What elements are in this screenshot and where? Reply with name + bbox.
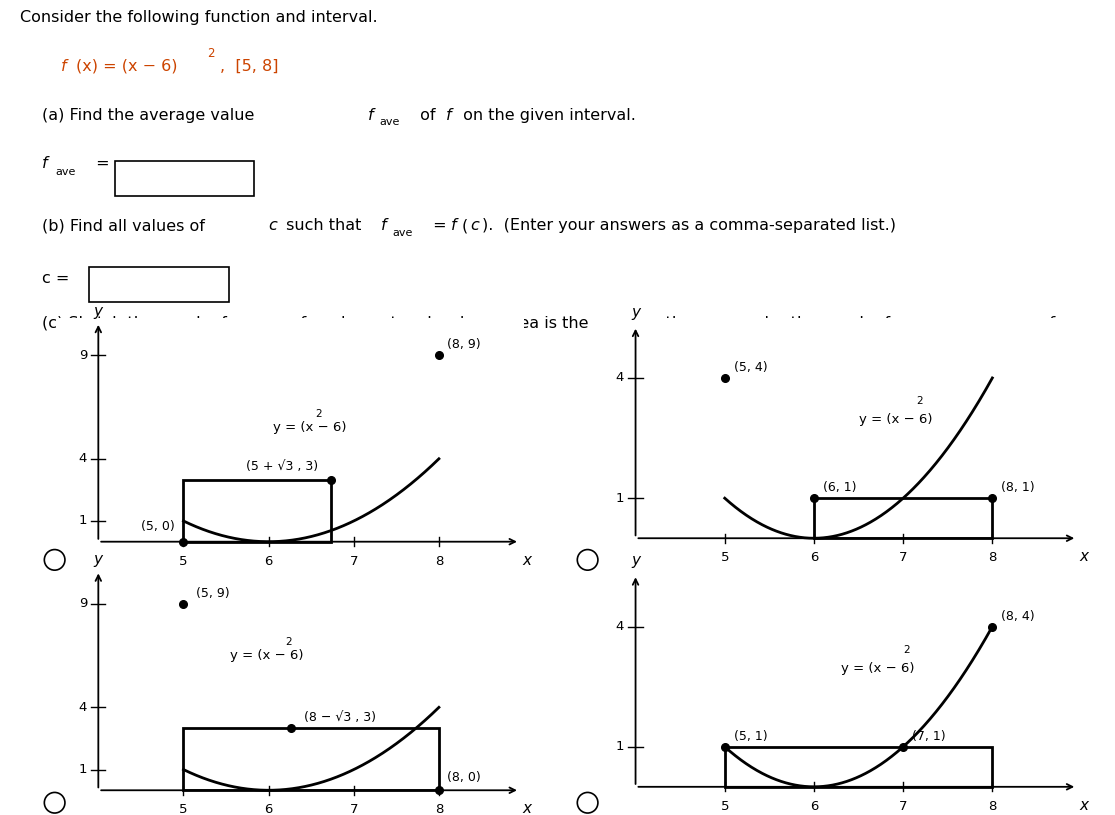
Text: (5, 1): (5, 1) (734, 729, 767, 742)
Text: 2: 2 (316, 409, 322, 420)
Text: y: y (94, 553, 103, 567)
Text: f: f (42, 156, 48, 171)
Text: 1: 1 (78, 763, 87, 776)
Text: (x) = (x − 6): (x) = (x − 6) (76, 59, 177, 73)
Text: (8, 4): (8, 4) (1001, 610, 1035, 623)
Text: y = (x − 6): y = (x − 6) (273, 421, 347, 434)
Text: c: c (269, 218, 278, 233)
Text: x: x (1079, 798, 1088, 813)
Text: and a rectangle whose area is the same as the area under the graph of: and a rectangle whose area is the same a… (310, 316, 895, 331)
Text: 9: 9 (79, 597, 87, 610)
Text: f: f (299, 316, 304, 331)
Text: (5, 9): (5, 9) (196, 587, 230, 600)
Text: .: . (1059, 316, 1065, 331)
Text: y = (x − 6): y = (x − 6) (841, 662, 914, 675)
Text: (8, 1): (8, 1) (1001, 481, 1035, 494)
Text: y = (x − 6): y = (x − 6) (231, 649, 303, 662)
Text: y = (x − 6): y = (x − 6) (859, 413, 932, 426)
Text: (5 + √3 , 3): (5 + √3 , 3) (246, 460, 318, 474)
Text: 8: 8 (988, 552, 997, 565)
FancyBboxPatch shape (115, 161, 254, 196)
Text: 6: 6 (809, 552, 818, 565)
Text: 6: 6 (264, 804, 273, 815)
Text: c =: c = (42, 271, 70, 285)
Text: y: y (94, 304, 103, 319)
Text: ,  [5, 8]: , [5, 8] (220, 59, 278, 73)
Text: 1: 1 (615, 491, 623, 504)
Text: 6: 6 (264, 555, 273, 568)
Text: 8: 8 (435, 804, 443, 815)
Text: ave: ave (379, 117, 399, 127)
Text: (b) Find all values of: (b) Find all values of (42, 218, 211, 233)
Text: 2: 2 (285, 637, 292, 647)
Text: 1: 1 (78, 514, 87, 527)
Text: x: x (1079, 549, 1088, 564)
Text: (: ( (462, 218, 468, 233)
Text: x: x (522, 553, 532, 567)
Text: 1: 1 (615, 740, 623, 753)
Bar (725, 747, 992, 786)
Text: 4: 4 (79, 701, 87, 714)
Text: 7: 7 (899, 800, 908, 813)
Text: (a) Find the average value: (a) Find the average value (42, 108, 260, 122)
Text: x: x (522, 801, 532, 815)
Text: (8, 0): (8, 0) (447, 771, 482, 784)
Text: 4: 4 (615, 620, 623, 633)
Bar (814, 498, 992, 538)
Text: f: f (446, 108, 452, 122)
Text: ).  (Enter your answers as a comma-separated list.): ). (Enter your answers as a comma-separa… (482, 218, 895, 233)
Text: 9: 9 (79, 349, 87, 362)
Text: (8 − √3 , 3): (8 − √3 , 3) (304, 711, 376, 724)
Text: (c) Sketch the graph of: (c) Sketch the graph of (42, 316, 232, 331)
Text: 5: 5 (180, 555, 187, 568)
Text: 8: 8 (435, 555, 443, 568)
Text: f: f (450, 218, 456, 233)
Text: ave: ave (56, 167, 76, 177)
Text: (6, 1): (6, 1) (823, 481, 856, 494)
Text: (8, 9): (8, 9) (447, 338, 481, 351)
Text: 7: 7 (349, 555, 358, 568)
Text: =: = (91, 156, 110, 171)
Text: y: y (631, 305, 640, 319)
Text: 7: 7 (899, 552, 908, 565)
Text: on the given interval.: on the given interval. (458, 108, 637, 122)
Text: 5: 5 (180, 804, 187, 815)
Text: 5: 5 (720, 800, 729, 813)
Text: 8: 8 (988, 800, 997, 813)
Text: 2: 2 (207, 47, 215, 60)
Text: Consider the following function and interval.: Consider the following function and inte… (20, 10, 378, 24)
Text: 4: 4 (79, 452, 87, 465)
Text: 4: 4 (615, 372, 623, 385)
Bar (184, 479, 331, 542)
Text: 6: 6 (809, 800, 818, 813)
Text: of: of (415, 108, 440, 122)
FancyBboxPatch shape (89, 267, 229, 302)
Text: f: f (1048, 316, 1054, 331)
Text: (5, 0): (5, 0) (142, 521, 175, 533)
Text: (5, 4): (5, 4) (734, 361, 767, 374)
Text: f: f (61, 59, 67, 73)
Text: (7, 1): (7, 1) (912, 729, 946, 742)
Text: f: f (368, 108, 374, 122)
Text: f: f (381, 218, 387, 233)
Text: 2: 2 (903, 645, 910, 654)
Text: =: = (428, 218, 452, 233)
Text: 2: 2 (917, 396, 923, 406)
Text: such that: such that (281, 218, 367, 233)
Text: ave: ave (392, 228, 413, 238)
Text: 5: 5 (720, 552, 729, 565)
Text: c: c (471, 218, 479, 233)
Text: 7: 7 (349, 804, 358, 815)
Bar (184, 728, 439, 791)
Text: y: y (631, 553, 640, 568)
